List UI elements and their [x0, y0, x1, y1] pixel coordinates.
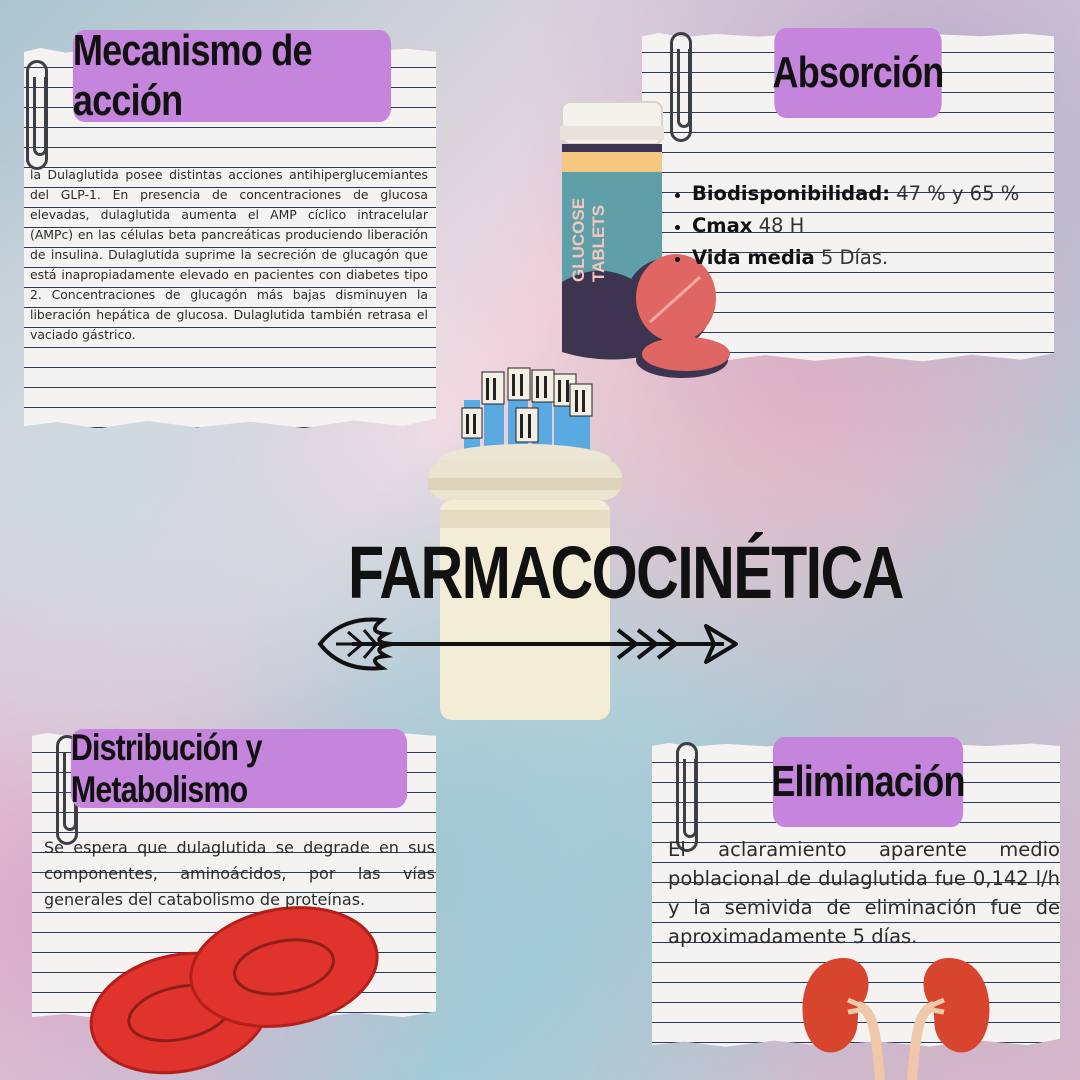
kidneys-icon	[802, 958, 990, 1080]
pill-icon	[624, 254, 716, 350]
red-blood-cells-illustration	[89, 906, 379, 1075]
distribucion-text: Se espera que dulaglutida se degrade en …	[44, 838, 435, 909]
arrow-decoration-icon	[317, 617, 738, 671]
item-label: Cmax	[692, 214, 753, 237]
test-strips-bottle-illustration	[428, 367, 622, 720]
glucose-tablets-bottle-illustration: GLUCOSE TABLETS	[560, 101, 730, 378]
pill-icon	[636, 337, 730, 378]
list-item: Vida media 5 Días.	[692, 242, 1072, 274]
absorcion-title: Absorción	[772, 28, 944, 118]
list-item: Biodisponibilidad: 47 % y 65 %	[692, 178, 1072, 210]
mecanismo-title: Mecanismo de acción	[72, 26, 392, 125]
absorcion-list: Biodisponibilidad: 47 % y 65 % Cmax 48 H…	[664, 178, 1072, 274]
bottle-label-tablets: TABLETS	[589, 205, 608, 282]
paperclip-icon	[670, 32, 692, 142]
list-item: Cmax 48 H	[692, 210, 1072, 242]
mecanismo-text: la Dulaglutida posee distintas acciones …	[30, 167, 428, 342]
bottle-label-glucose: GLUCOSE	[569, 198, 588, 282]
paperclip-icon	[26, 60, 48, 170]
page-title: FARMACOCINÉTICA	[348, 531, 904, 614]
item-label: Vida media	[692, 246, 815, 269]
item-value: 48 H	[758, 214, 805, 237]
paperclip-icon	[676, 742, 698, 852]
distribucion-title: Distribución y Metabolismo	[70, 727, 408, 810]
item-value: 5 Días.	[820, 246, 889, 269]
eliminacion-text: El aclaramiento aparente medio poblacion…	[668, 838, 1060, 948]
item-label: Biodisponibilidad:	[692, 182, 890, 205]
item-value: 47 % y 65 %	[896, 182, 1020, 205]
eliminacion-title: Eliminación	[771, 737, 966, 827]
